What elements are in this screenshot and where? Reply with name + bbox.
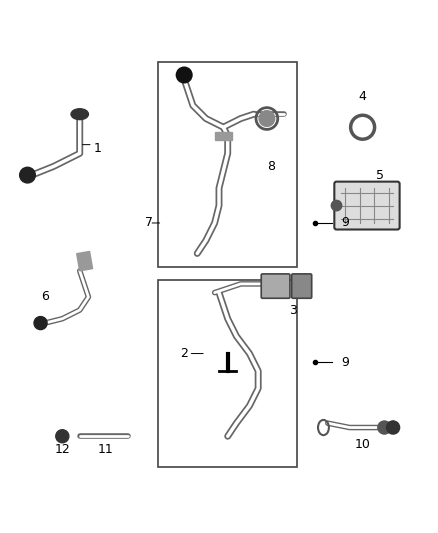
Text: 1: 1 [93, 142, 101, 156]
Text: 3: 3 [289, 303, 297, 317]
Circle shape [20, 167, 35, 183]
Circle shape [259, 111, 275, 126]
Text: 6: 6 [41, 290, 49, 303]
Text: 12: 12 [54, 443, 70, 456]
Text: 5: 5 [376, 168, 384, 182]
Circle shape [34, 317, 47, 329]
Text: 2: 2 [180, 347, 188, 360]
Circle shape [331, 200, 342, 211]
Text: 4: 4 [359, 90, 367, 103]
Text: 10: 10 [355, 439, 371, 451]
Circle shape [177, 67, 192, 83]
FancyBboxPatch shape [261, 274, 290, 298]
Text: 7: 7 [145, 216, 153, 230]
Text: 9: 9 [341, 356, 349, 369]
Ellipse shape [71, 109, 88, 119]
Bar [215, 132, 232, 140]
Ellipse shape [356, 120, 370, 134]
Circle shape [56, 430, 69, 443]
Bar [77, 252, 92, 271]
Circle shape [387, 421, 399, 434]
FancyBboxPatch shape [158, 279, 297, 467]
FancyBboxPatch shape [158, 62, 297, 266]
Text: 8: 8 [267, 160, 275, 173]
Circle shape [378, 421, 391, 434]
FancyBboxPatch shape [334, 182, 399, 230]
FancyBboxPatch shape [292, 274, 312, 298]
Text: 11: 11 [98, 443, 114, 456]
Text: 9: 9 [341, 216, 349, 230]
